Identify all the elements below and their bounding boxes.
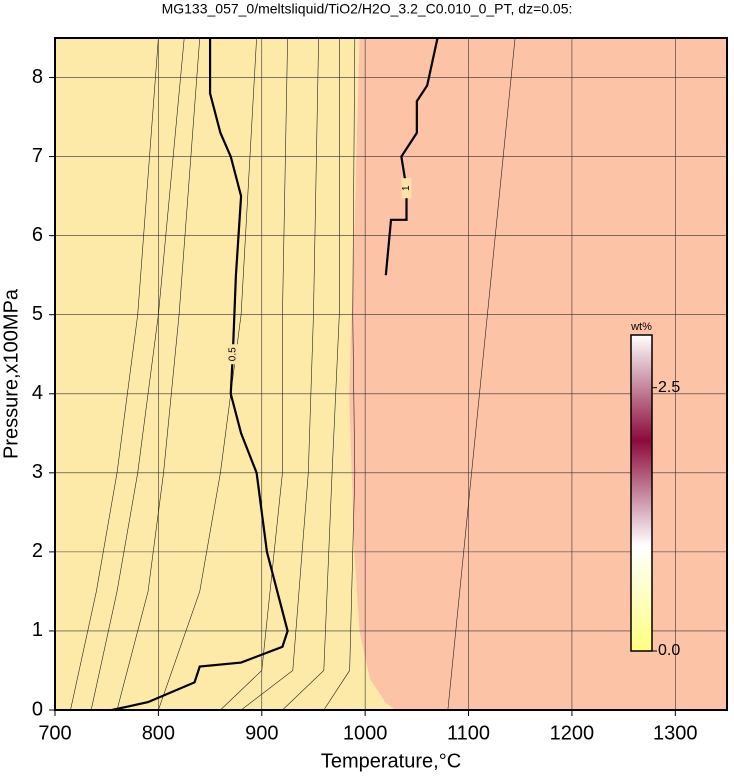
y-tick-label: 5 <box>32 303 43 325</box>
thin-contour <box>323 38 356 710</box>
contour-line <box>111 38 289 710</box>
y-tick-label: 0 <box>32 698 43 720</box>
y-tick-label: 7 <box>32 145 43 167</box>
region <box>349 38 727 710</box>
plot-frame <box>54 37 728 711</box>
x-tick-label: 1100 <box>447 722 490 744</box>
y-axis-label: Pressure,x100MPa <box>0 288 22 459</box>
thin-contour <box>90 38 185 710</box>
thin-contour <box>220 38 288 710</box>
overlay: 0.5 1 700 800 900 1000 1100 1200 1300 0 1 2 3 4 5 6 7 8 wt… <box>32 37 728 744</box>
colorbar-label: wt% <box>630 321 652 333</box>
y-tick-label: 6 <box>32 224 43 246</box>
chart-title: MG133_057_0/meltsliquid/TiO2/H2O_3.2_C0.… <box>162 1 573 17</box>
colorbar-tick-label: 0.0 <box>658 642 680 659</box>
thin-contour <box>158 38 257 710</box>
thin-contour <box>70 38 159 710</box>
contour-label-bg <box>401 178 412 199</box>
y-tick-label: 3 <box>32 461 43 483</box>
colorbar <box>630 334 653 652</box>
thin-contour <box>447 38 516 710</box>
y-tick-label: 8 <box>32 66 43 88</box>
y-tick-label: 2 <box>32 540 43 562</box>
x-tick-label: 800 <box>142 722 175 744</box>
region <box>55 38 397 710</box>
x-tick-label: 1200 <box>550 722 595 744</box>
thin-contour <box>240 38 319 710</box>
y-tick-label: 1 <box>32 619 43 641</box>
x-tick-label: 1000 <box>343 722 388 744</box>
x-tick-label: 900 <box>245 722 278 744</box>
x-tick-label: 700 <box>38 722 71 744</box>
x-tick-label: 1300 <box>653 722 698 744</box>
contour-line <box>384 38 439 276</box>
contour-label-bg <box>227 344 238 365</box>
contour-label: 0.5 <box>227 347 238 361</box>
y-tick-label: 4 <box>32 382 43 404</box>
plot-area <box>55 38 727 710</box>
contour-label: 1 <box>401 185 412 191</box>
thin-contour <box>282 38 340 710</box>
thin-contour <box>116 38 201 710</box>
x-axis-label: Temperature,°C <box>321 750 461 772</box>
colorbar-tick-label: 2.5 <box>658 379 680 396</box>
